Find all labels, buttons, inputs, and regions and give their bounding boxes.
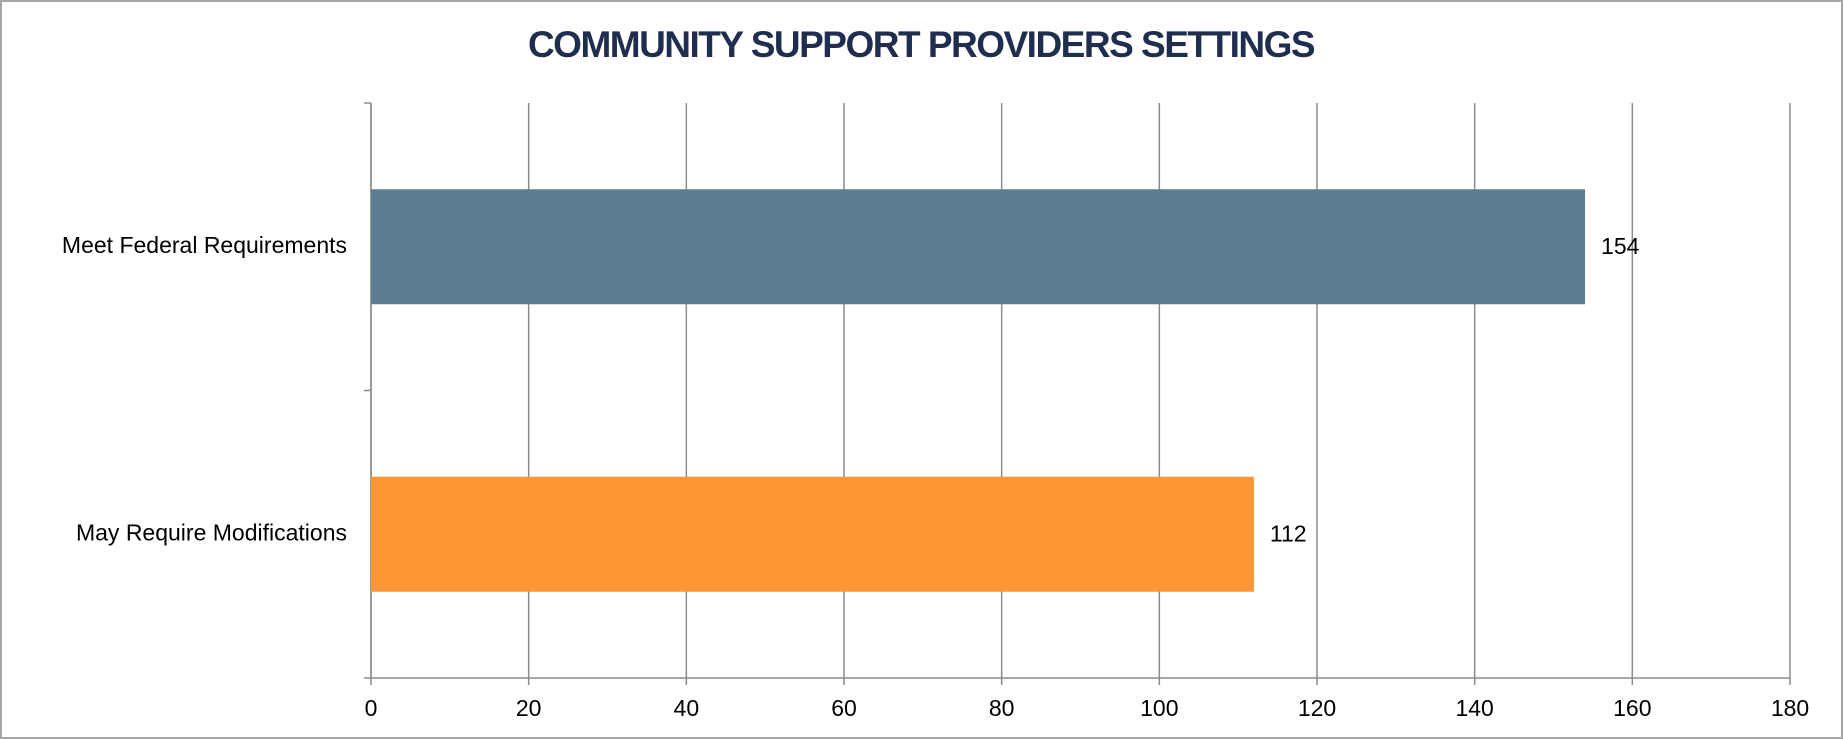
x-tick-label: 100 — [1140, 695, 1178, 721]
x-tick-label: 20 — [516, 695, 542, 721]
x-tick-label: 160 — [1613, 695, 1651, 721]
x-tick-label: 180 — [1771, 695, 1809, 721]
x-tick-label: 0 — [365, 695, 378, 721]
value-label: 154 — [1601, 233, 1640, 259]
x-tick-label: 120 — [1298, 695, 1336, 721]
value-label: 112 — [1270, 520, 1307, 546]
bar — [371, 476, 1254, 592]
x-tick-label: 60 — [831, 695, 857, 721]
chart-title: COMMUNITY SUPPORT PROVIDERS SETTINGS — [528, 24, 1315, 65]
y-tick-label: May Require Modifications — [76, 519, 347, 545]
bar — [371, 189, 1586, 305]
x-tick-label: 40 — [674, 695, 700, 721]
y-tick-label: Meet Federal Requirements — [62, 232, 347, 258]
x-tick-label: 80 — [989, 695, 1015, 721]
x-tick-label: 140 — [1455, 695, 1493, 721]
